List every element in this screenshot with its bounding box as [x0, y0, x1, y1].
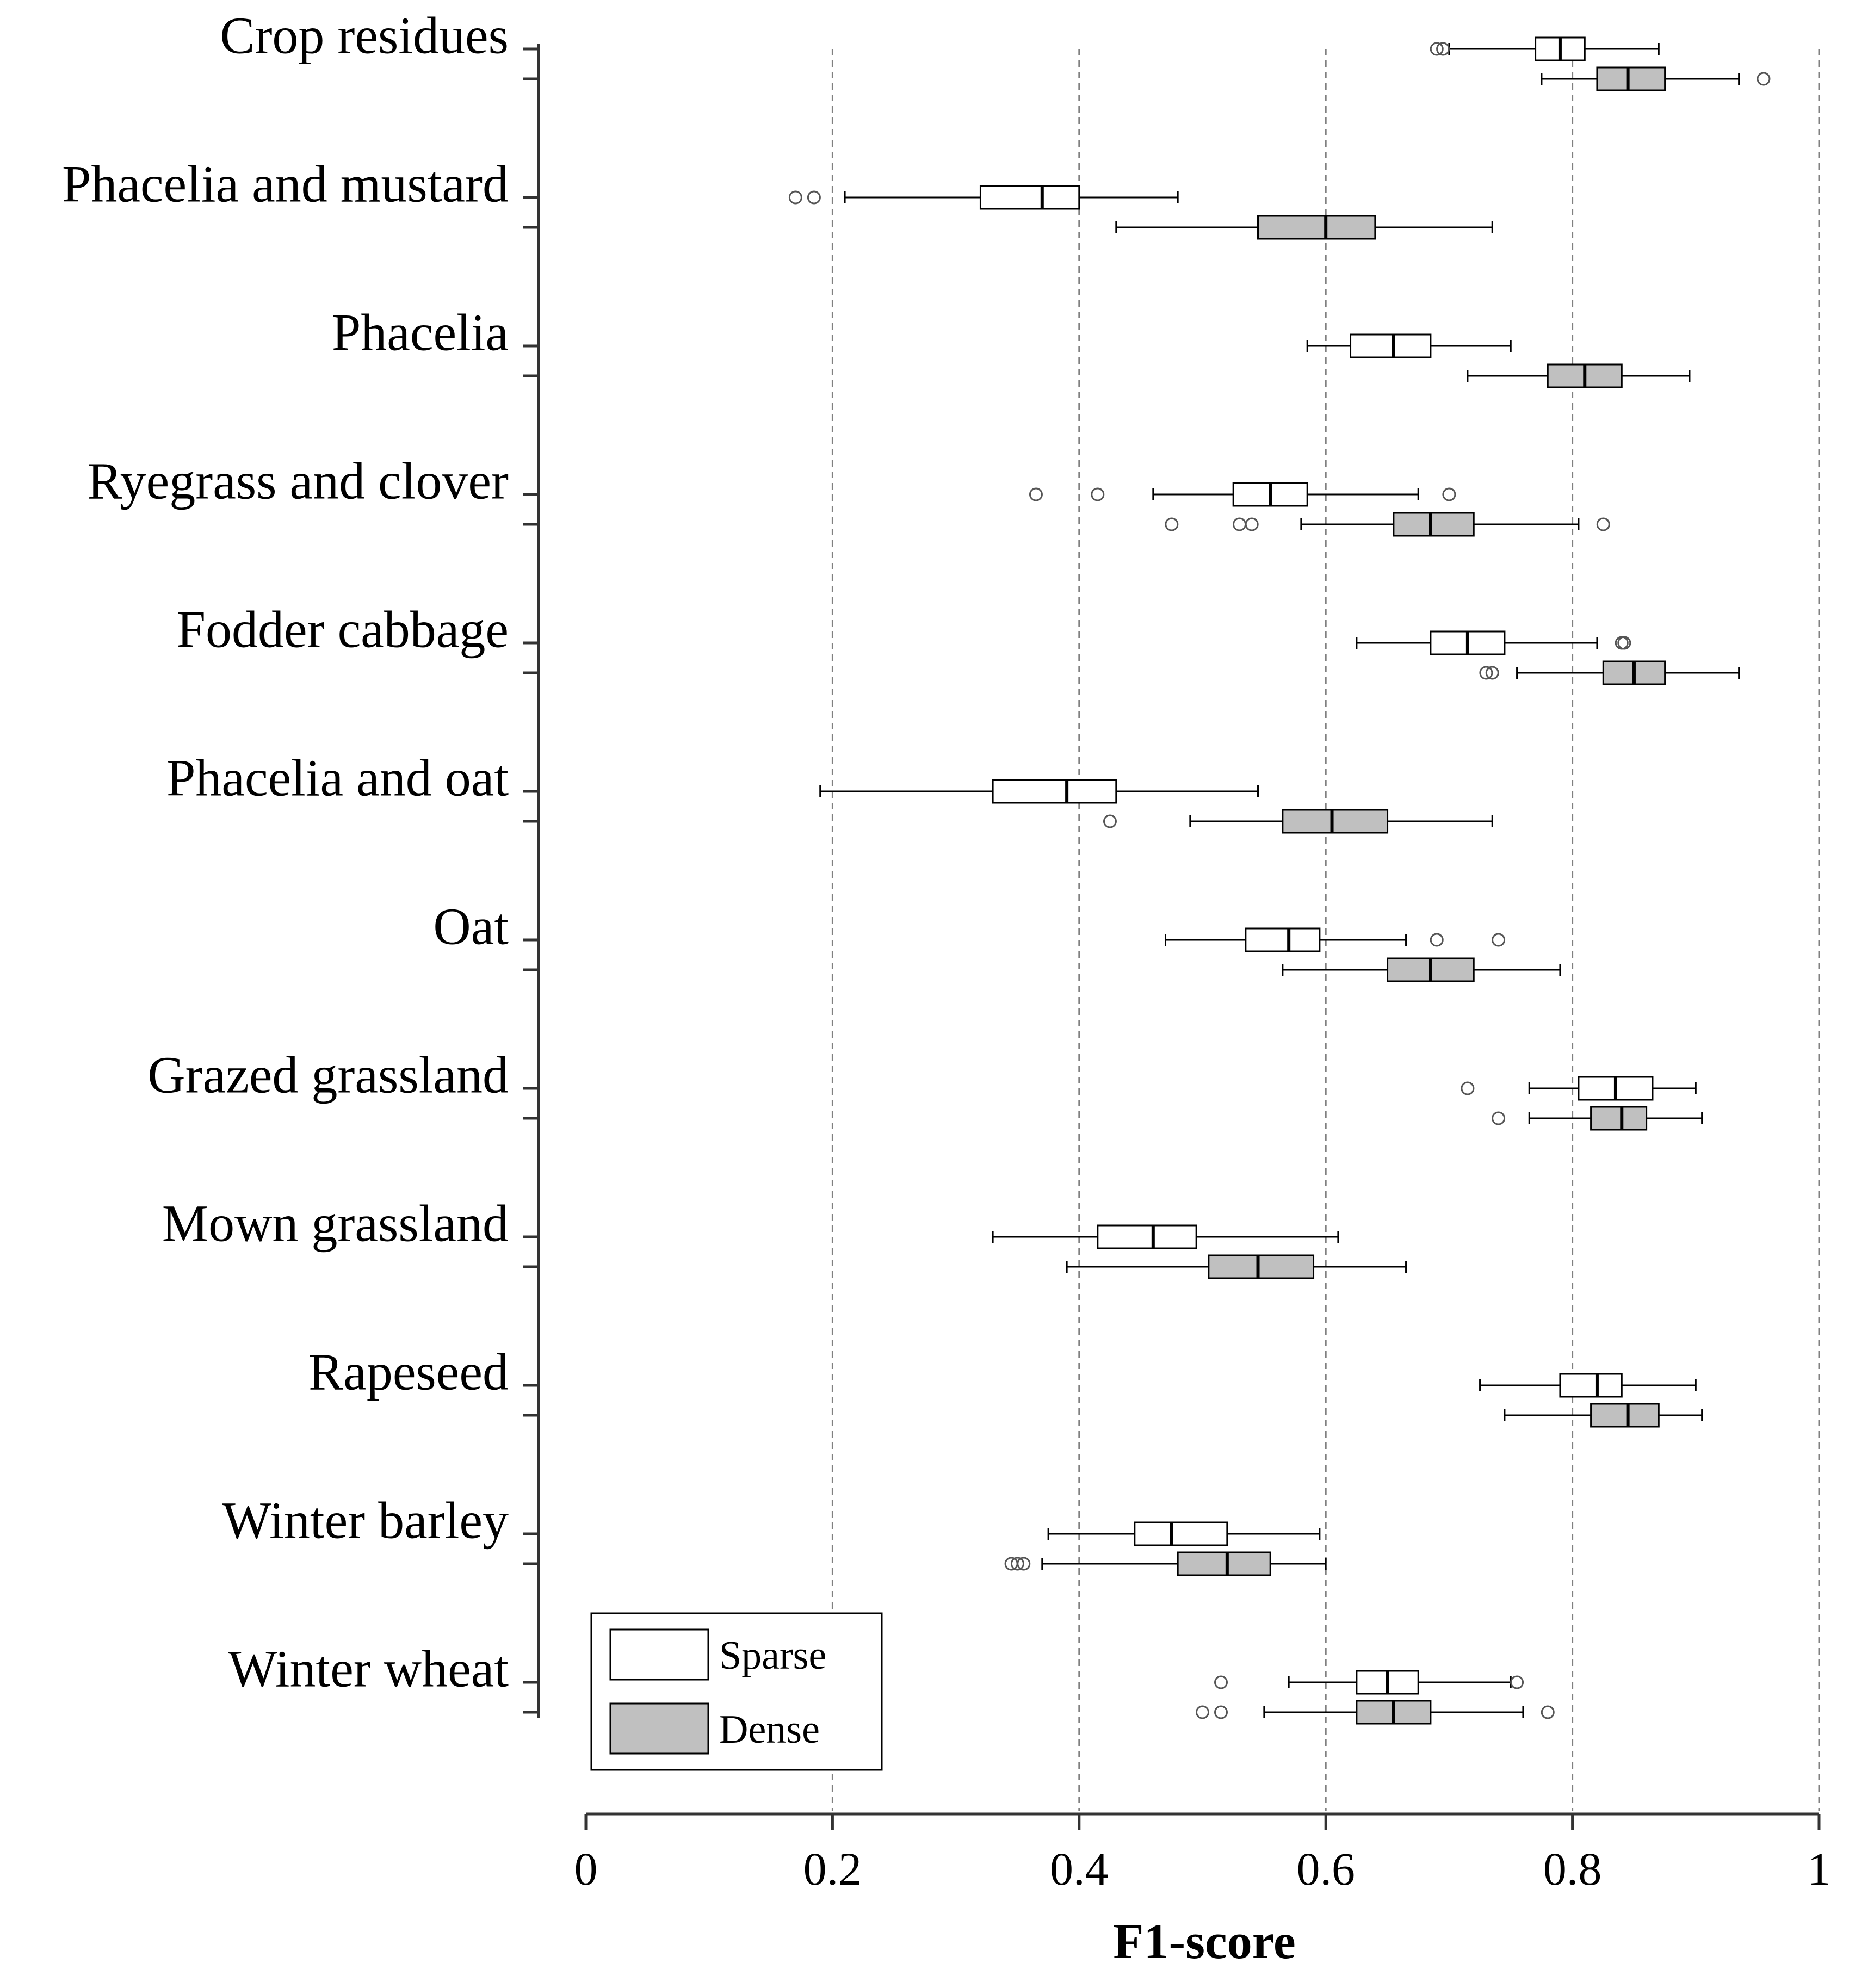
outlier-point [1430, 933, 1444, 947]
box-sparse [1164, 927, 1506, 952]
category-label: Rapeseed [308, 1343, 509, 1401]
outlier-point [1479, 666, 1493, 680]
outlier-point [1492, 933, 1506, 947]
outlier-point [1430, 42, 1444, 56]
x-tick-label: 0.8 [1543, 1843, 1602, 1895]
legend: Sparse Dense [590, 1612, 883, 1771]
box-dense [1492, 1106, 1703, 1131]
outlier-point [1010, 1557, 1024, 1571]
iqr-box [1590, 1106, 1648, 1131]
box-dense [1103, 809, 1493, 834]
outlier-point [788, 190, 802, 205]
outlier-point [1091, 487, 1105, 501]
box-sparse [1029, 482, 1456, 507]
box-sparse [1430, 36, 1660, 61]
box-dense [1196, 1700, 1555, 1725]
outlier-point [1510, 1675, 1524, 1689]
box-dense [1066, 1254, 1407, 1279]
box-dense [1282, 957, 1561, 982]
box-sparse [1214, 1670, 1524, 1695]
iqr-box [1177, 1551, 1271, 1576]
outlier-point [1461, 1081, 1475, 1095]
grid-layer [831, 49, 1820, 1811]
outlier-point [1245, 517, 1259, 531]
iqr-box [1596, 66, 1666, 91]
outlier-point [1541, 1705, 1555, 1719]
outlier-point [1214, 1675, 1228, 1689]
box-sparse [1047, 1521, 1321, 1546]
iqr-box [979, 185, 1080, 210]
iqr-box [1208, 1254, 1315, 1279]
box-sparse [1356, 630, 1631, 655]
outlier-point [1103, 814, 1117, 828]
outlier-point [1485, 666, 1499, 680]
box-sparse [788, 185, 1179, 210]
x-axis-title: F1-score [1113, 1913, 1295, 1969]
outlier-point [1596, 517, 1610, 531]
category-label: Grazed grassland [147, 1046, 509, 1104]
iqr-box [1350, 333, 1432, 358]
box-sparse [992, 1224, 1339, 1249]
outlier-point [1436, 42, 1450, 56]
box-dense [1165, 512, 1610, 537]
category-label: Ryegrass and clover [87, 452, 509, 510]
category-label: Phacelia and mustard [62, 155, 509, 213]
legend-label-dense: Dense [719, 1707, 820, 1752]
box-dense [1115, 215, 1493, 240]
box-sparse [1479, 1373, 1697, 1398]
iqr-box [1590, 1403, 1660, 1428]
x-tick-label: 1 [1808, 1843, 1831, 1895]
category-label: Crop residues [220, 7, 509, 65]
category-label: Oat [433, 897, 509, 956]
category-label: Phacelia [332, 304, 509, 362]
iqr-box [1282, 809, 1389, 834]
x-tick-label: 0 [574, 1843, 598, 1895]
outlier-point [1214, 1705, 1228, 1719]
x-tick-label: 0.6 [1296, 1843, 1355, 1895]
category-label: Winter barley [222, 1491, 509, 1550]
box-dense [1479, 660, 1740, 685]
x-tick-label: 0.2 [803, 1843, 862, 1895]
box-dense [1504, 1403, 1703, 1428]
iqr-box [1559, 1373, 1623, 1398]
outlier-point [1196, 1705, 1209, 1719]
box-dense [1004, 1551, 1327, 1576]
boxes-layer [788, 36, 1771, 1725]
x-tick-label: 0.4 [1050, 1843, 1109, 1895]
iqr-box [1257, 215, 1376, 240]
iqr-box [1245, 927, 1321, 952]
outlier-point [1442, 487, 1456, 501]
box-dense [1467, 363, 1691, 388]
box-sparse [1306, 333, 1512, 358]
outlier-point [1165, 517, 1179, 531]
box-sparse [1461, 1076, 1697, 1101]
legend-swatch-dense [609, 1702, 709, 1755]
outlier-point [1617, 636, 1631, 650]
category-label: Fodder cabbage [177, 600, 509, 659]
category-label: Mown grassland [162, 1194, 509, 1253]
legend-label-sparse: Sparse [719, 1633, 826, 1678]
outlier-point [807, 190, 821, 205]
outlier-point [1029, 487, 1043, 501]
box-sparse [819, 779, 1259, 804]
box-dense [1541, 66, 1771, 91]
legend-swatch-sparse [609, 1628, 709, 1681]
outlier-point [1492, 1111, 1506, 1125]
outlier-point [1233, 517, 1247, 531]
x-axis: 0 0.2 0.4 0.6 0.8 1 [574, 1812, 1831, 1895]
outlier-point [1757, 72, 1771, 86]
iqr-box [1134, 1521, 1228, 1546]
iqr-box [1393, 512, 1475, 537]
category-label: Phacelia and oat [166, 749, 509, 807]
outlier-point [1017, 1557, 1031, 1571]
iqr-box [992, 779, 1117, 804]
category-label: Winter wheat [228, 1640, 509, 1698]
y-axis: Crop residues Phacelia and mustard Phaceli… [62, 7, 540, 1718]
iqr-box [1097, 1224, 1197, 1249]
